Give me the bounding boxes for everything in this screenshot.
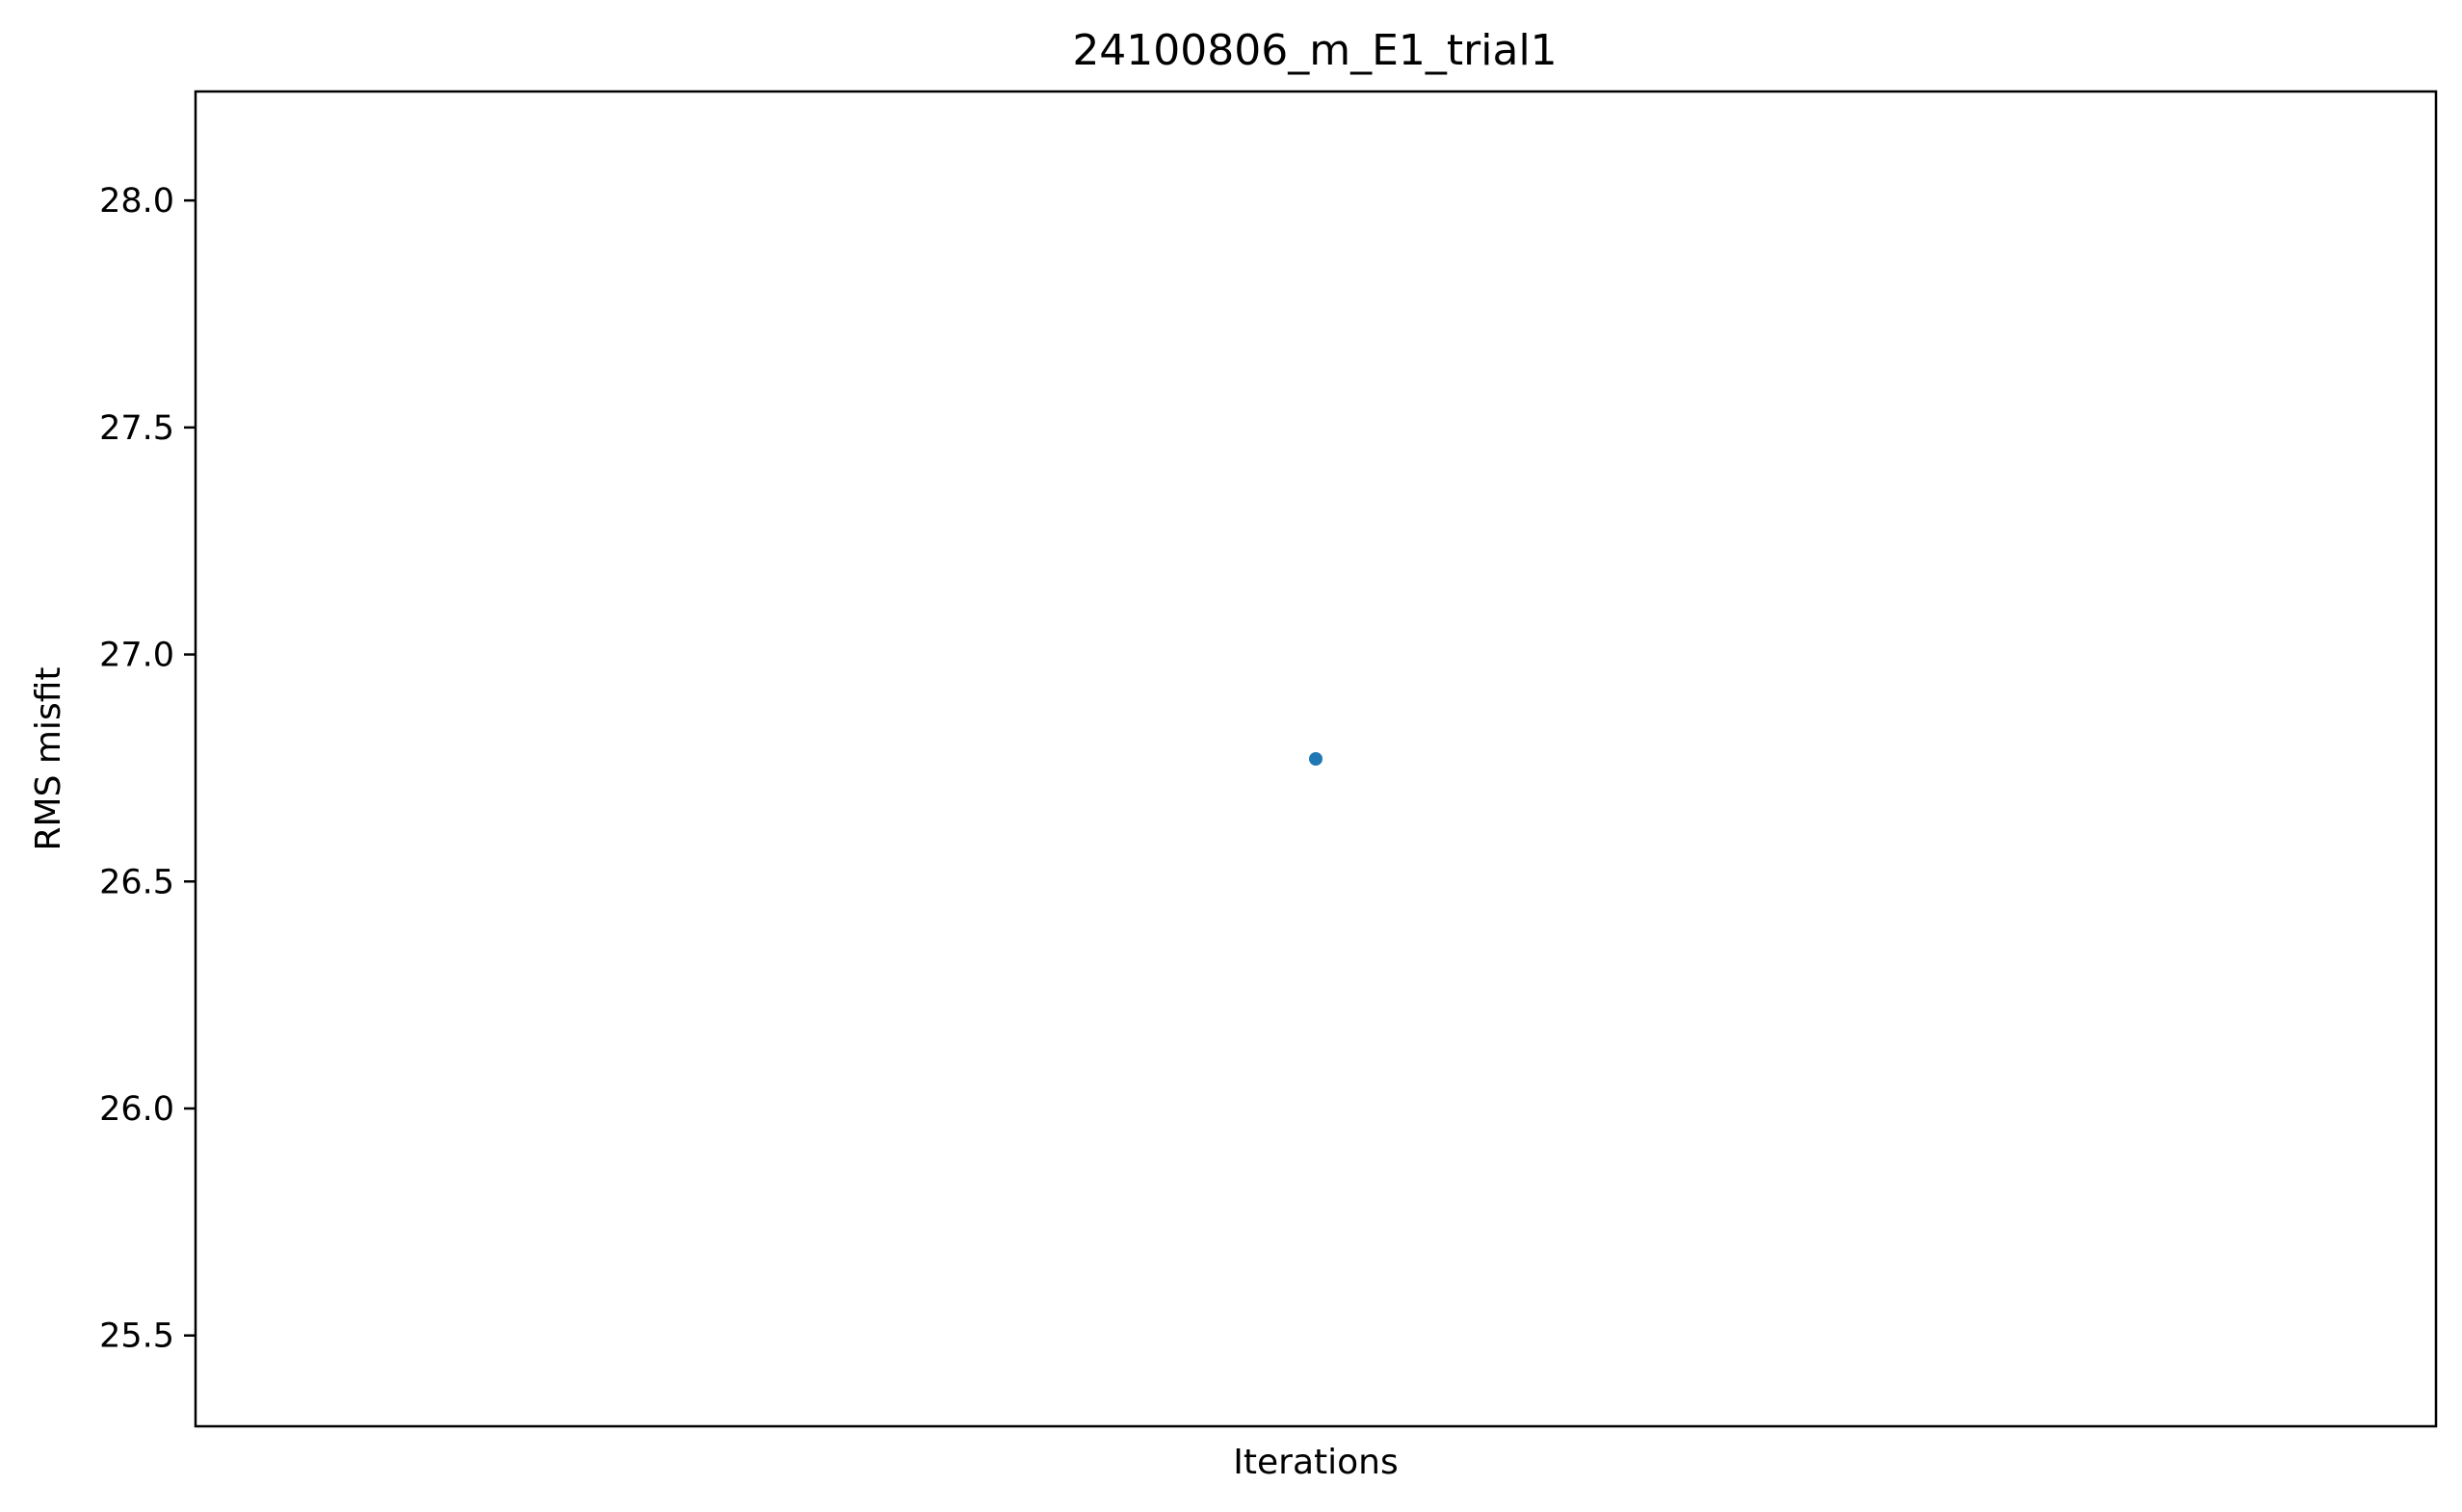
x-axis-label: Iterations: [1233, 1443, 1398, 1482]
plot-frame: [194, 90, 2438, 1428]
y-tick-label: 25.5: [99, 1317, 174, 1356]
y-axis-label: RMS misfit: [29, 667, 68, 851]
y-tick-label: 27.0: [99, 637, 174, 675]
y-tick-label: 26.5: [99, 863, 174, 901]
data-point: [1309, 752, 1323, 766]
y-tick-label: 28.0: [99, 182, 174, 221]
y-tick-label: 27.5: [99, 409, 174, 448]
chart-title: 24100806_m_E1_trial1: [1072, 26, 1557, 75]
y-axis-ticks: 25.5 26.0 26.5 27.0 27.5 28.0: [99, 182, 196, 1356]
data-points: [1309, 752, 1323, 766]
plot-area: 25.5 26.0 26.5 27.0 27.5 28.0: [99, 90, 2438, 1428]
y-tick-label: 26.0: [99, 1090, 174, 1129]
